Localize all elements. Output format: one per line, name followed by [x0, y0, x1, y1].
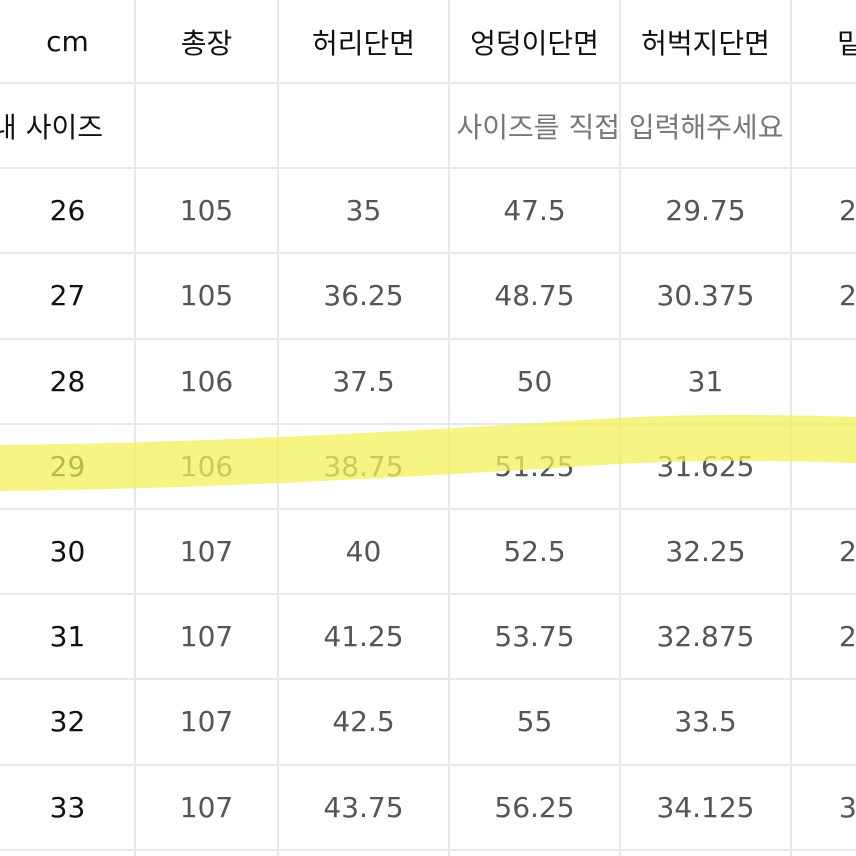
- measurement-cell: 106: [179, 449, 234, 483]
- size-label: 32: [49, 705, 86, 739]
- row-divider: [0, 508, 856, 510]
- size-label: 28: [49, 364, 86, 398]
- column-header: 밑: [837, 26, 856, 60]
- measurement-cell: 34.125: [656, 790, 755, 824]
- measurement-cell: 32.875: [656, 620, 755, 654]
- my-size-input[interactable]: 사이즈를 직접 입력해주세요: [456, 110, 784, 144]
- measurement-cell: 2: [839, 194, 856, 228]
- measurement-cell: 33.5: [674, 705, 737, 739]
- row-divider: [0, 337, 856, 340]
- measurement-cell: 55: [516, 705, 553, 739]
- row-divider: [0, 82, 856, 84]
- measurement-cell: 31.625: [656, 449, 755, 483]
- measurement-cell: 48.75: [494, 279, 575, 313]
- row-divider: [0, 678, 856, 681]
- size-label: 31: [49, 620, 86, 654]
- row-divider: [0, 167, 856, 170]
- size-label: 33: [49, 790, 86, 824]
- measurement-cell: [791, 339, 856, 424]
- measurement-cell: 37.5: [332, 364, 395, 398]
- column-header: 허리단면: [311, 26, 416, 60]
- size-label: 30: [49, 535, 86, 569]
- measurement-cell: 3: [839, 790, 856, 824]
- measurement-cell: 107: [179, 535, 234, 569]
- measurement-cell: 31: [687, 364, 724, 398]
- row-divider: [0, 593, 856, 596]
- measurement-cell: 51.25: [494, 449, 575, 483]
- column-header: 엉덩이단면: [470, 26, 599, 60]
- measurement-cell: 29.75: [665, 194, 746, 228]
- measurement-cell: 40: [345, 535, 382, 569]
- column-header: 허벅지단면: [641, 26, 770, 60]
- measurement-cell: 107: [179, 620, 234, 654]
- measurement-cell: 106: [179, 364, 234, 398]
- measurement-cell: 105: [179, 194, 234, 228]
- measurement-cell: 107: [179, 790, 234, 824]
- measurement-cell: 43.75: [323, 790, 404, 824]
- measurement-cell: 52.5: [503, 535, 566, 569]
- measurement-cell: 47.5: [503, 194, 566, 228]
- row-divider: [0, 763, 856, 766]
- measurement-cell: 2: [839, 620, 856, 654]
- measurement-cell: 41.25: [323, 620, 404, 654]
- measurement-cell: [791, 679, 856, 764]
- measurement-cell: 53.75: [494, 620, 575, 654]
- measurement-cell: 2: [839, 535, 856, 569]
- measurement-cell: 107: [179, 705, 234, 739]
- measurement-cell: 50: [516, 364, 553, 398]
- size-label: 29: [49, 449, 86, 483]
- measurement-cell: 2: [839, 279, 856, 313]
- measurement-cell: 56.25: [494, 790, 575, 824]
- size-label: 27: [49, 279, 86, 313]
- measurement-cell: 30.375: [656, 279, 755, 313]
- measurement-cell: 105: [179, 279, 234, 313]
- measurement-cell: [791, 424, 856, 509]
- measurement-cell: 35: [345, 194, 382, 228]
- column-header: cm: [46, 25, 89, 58]
- measurement-cell: 38.75: [323, 449, 404, 483]
- row-divider: [0, 848, 856, 851]
- measurement-cell: 32.25: [665, 535, 746, 569]
- size-label: 26: [49, 194, 86, 228]
- row-divider: [0, 252, 856, 255]
- my-size-label: 내 사이즈: [0, 110, 103, 144]
- column-header: 총장: [180, 26, 233, 60]
- measurement-cell: 42.5: [332, 705, 395, 739]
- measurement-cell: 36.25: [323, 279, 404, 313]
